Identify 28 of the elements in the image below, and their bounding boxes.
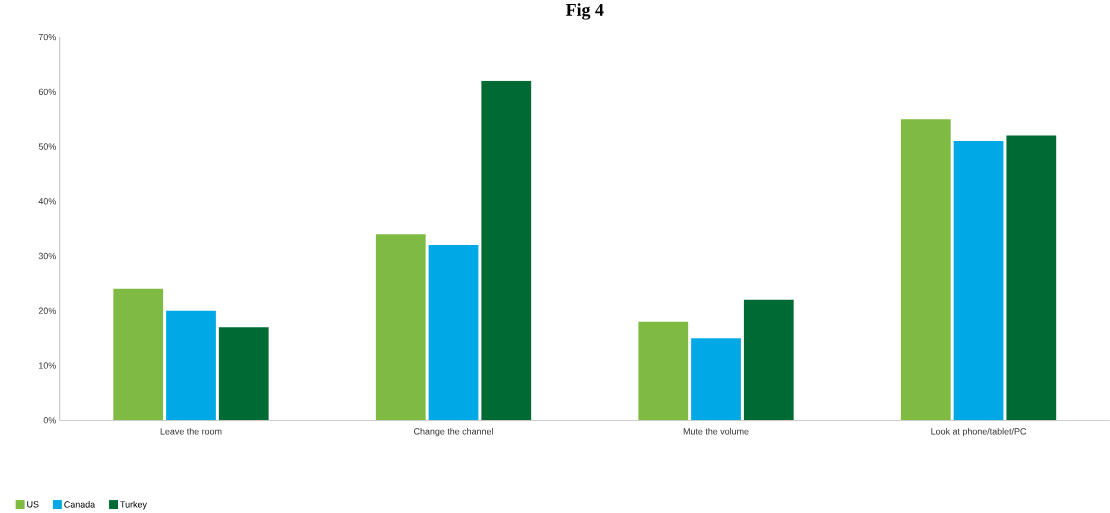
bar	[428, 245, 479, 421]
bar	[900, 119, 951, 421]
y-tick-label: 30%	[38, 252, 56, 260]
y-tick-label: 60%	[38, 88, 56, 95]
bar	[743, 299, 794, 421]
x-tick-label: Change the channel	[414, 427, 493, 437]
bar	[953, 141, 1004, 421]
legend-label: Canada	[64, 501, 96, 508]
bar	[481, 80, 532, 421]
x-tick-label: Look at phone/tablet/PC	[931, 427, 1027, 437]
y-tick-label: 40%	[38, 198, 56, 205]
bar	[375, 234, 426, 421]
legend-label: US	[27, 501, 39, 508]
bar	[218, 327, 269, 421]
y-tick-label: 0%	[43, 417, 56, 424]
bar	[166, 310, 216, 421]
y-tick-label: 50%	[38, 143, 56, 150]
bar	[113, 288, 164, 421]
bar	[691, 338, 741, 421]
legend-label: Turkey	[120, 501, 147, 510]
y-tick-label: 10%	[39, 362, 56, 369]
bar	[638, 321, 689, 421]
chart-title: Fig 4	[565, 3, 604, 20]
x-tick-label: Leave the room	[160, 427, 222, 435]
bar	[1006, 135, 1057, 421]
y-tick-label: 20%	[38, 307, 56, 314]
x-tick-label: Mute the volume	[683, 427, 749, 435]
y-tick-label: 70%	[38, 33, 56, 41]
